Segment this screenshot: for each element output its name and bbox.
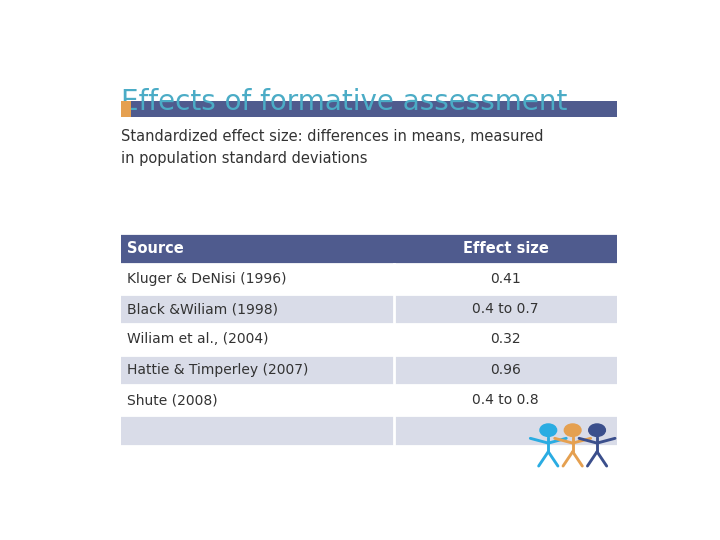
Text: Black &Wiliam (1998): Black &Wiliam (1998) — [127, 302, 279, 316]
Text: Kluger & DeNisi (1996): Kluger & DeNisi (1996) — [127, 272, 287, 286]
Text: Shute (2008): Shute (2008) — [127, 393, 218, 407]
Bar — [121, 415, 617, 445]
Text: Wiliam et al., (2004): Wiliam et al., (2004) — [127, 333, 269, 347]
Text: Standardized effect size: differences in means, measured
in population standard : Standardized effect size: differences in… — [121, 129, 543, 166]
Text: Effect size: Effect size — [463, 241, 549, 256]
Text: 0.96: 0.96 — [490, 363, 521, 377]
Bar — [121, 294, 617, 324]
Text: 0.4 to 0.8: 0.4 to 0.8 — [472, 393, 539, 407]
Bar — [121, 385, 617, 415]
Text: Effects of formative assessment: Effects of formative assessment — [121, 87, 567, 116]
Bar — [121, 101, 131, 117]
Circle shape — [540, 424, 557, 436]
Circle shape — [589, 424, 606, 436]
Text: 0.32: 0.32 — [490, 333, 521, 347]
Bar — [121, 101, 617, 117]
Bar — [121, 233, 617, 264]
Circle shape — [564, 424, 581, 436]
Bar — [121, 355, 617, 385]
Text: Hattie & Timperley (2007): Hattie & Timperley (2007) — [127, 363, 309, 377]
Bar — [121, 264, 617, 294]
Text: 0.4 to 0.7: 0.4 to 0.7 — [472, 302, 539, 316]
Text: 0.41: 0.41 — [490, 272, 521, 286]
Bar — [121, 324, 617, 355]
Text: Source: Source — [127, 241, 184, 256]
